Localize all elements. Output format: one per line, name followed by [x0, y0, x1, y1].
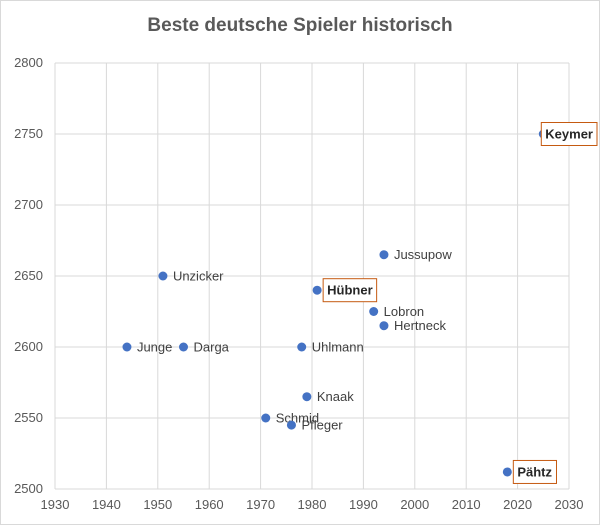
x-axis-ticks: 1930 1940 1950 1960 1970 1980 1990 2000 2010 2020… [41, 497, 584, 512]
data-point[interactable]: Darga [179, 340, 230, 355]
point-label: Pähtz [517, 464, 552, 479]
label-highlight-box [512, 459, 557, 484]
point-marker[interactable] [179, 342, 188, 352]
data-point[interactable]: Junge [122, 340, 172, 355]
point-label: Pfleger [301, 418, 343, 433]
point-label: Schmid [276, 411, 319, 426]
y-tick-label: 2800 [14, 55, 43, 70]
point-label: Unzicker [173, 269, 224, 284]
point-marker[interactable] [158, 271, 168, 281]
x-tick-label: 1990 [349, 497, 378, 512]
data-point[interactable]: Unzicker [158, 269, 224, 284]
point-marker[interactable] [379, 250, 389, 260]
point-marker[interactable] [302, 392, 312, 402]
data-point[interactable]: Pähtz [502, 459, 557, 484]
y-tick-label: 2750 [14, 126, 43, 141]
point-marker[interactable] [369, 307, 379, 316]
point-label: Hertneck [394, 318, 447, 333]
point-marker[interactable] [312, 285, 322, 295]
x-tick-label: 1960 [195, 497, 224, 512]
point-marker[interactable] [122, 342, 132, 352]
y-tick-label: 2600 [14, 339, 43, 354]
point-marker[interactable] [261, 413, 271, 423]
data-point[interactable]: Keymer [538, 122, 598, 146]
point-marker[interactable] [297, 342, 307, 352]
x-tick-label: 2000 [400, 497, 429, 512]
data-point[interactable]: Jussupow [379, 247, 452, 262]
point-label: Hübner [327, 283, 373, 298]
x-tick-label: 1940 [92, 497, 121, 512]
point-label: Uhlmann [312, 340, 364, 355]
data-point[interactable]: Hübner [312, 278, 378, 303]
x-tick-label: 2010 [452, 497, 481, 512]
y-tick-label: 2500 [14, 481, 43, 496]
data-point[interactable]: Lobron [369, 304, 424, 319]
point-label: Keymer [545, 127, 593, 142]
gridlines [54, 62, 570, 490]
point-label: Lobron [384, 304, 424, 319]
data-point[interactable]: Knaak [302, 389, 354, 404]
x-tick-label: 1950 [143, 497, 172, 512]
point-label: Junge [137, 340, 172, 355]
point-marker[interactable] [379, 321, 389, 331]
data-points: Keymer Jussupow Unzicker Hübner LobronHertne… [122, 122, 598, 484]
x-tick-label: 2020 [503, 497, 532, 512]
point-label: Knaak [317, 389, 354, 404]
y-axis-ticks: 2500 2550 2600 2650 2700 2750 2800 [14, 55, 43, 496]
point-marker[interactable] [286, 420, 296, 430]
data-point[interactable]: Uhlmann [297, 340, 364, 355]
x-tick-label: 1930 [41, 497, 70, 512]
chart-title: Beste deutsche Spieler historisch [147, 15, 453, 36]
y-tick-label: 2550 [14, 410, 43, 425]
data-point[interactable]: Hertneck [379, 318, 446, 333]
x-tick-label: 2030 [555, 497, 584, 512]
point-marker[interactable] [502, 467, 512, 477]
y-tick-label: 2700 [14, 197, 43, 212]
data-point[interactable]: Schmid [261, 411, 319, 426]
x-tick-label: 1970 [246, 497, 275, 512]
label-highlight-box [540, 122, 598, 146]
x-tick-label: 1980 [298, 497, 327, 512]
point-label: Darga [194, 340, 230, 355]
point-label: Jussupow [394, 247, 452, 262]
data-point[interactable]: Pfleger [286, 418, 343, 433]
label-highlight-box [322, 278, 378, 303]
y-tick-label: 2650 [14, 268, 43, 283]
